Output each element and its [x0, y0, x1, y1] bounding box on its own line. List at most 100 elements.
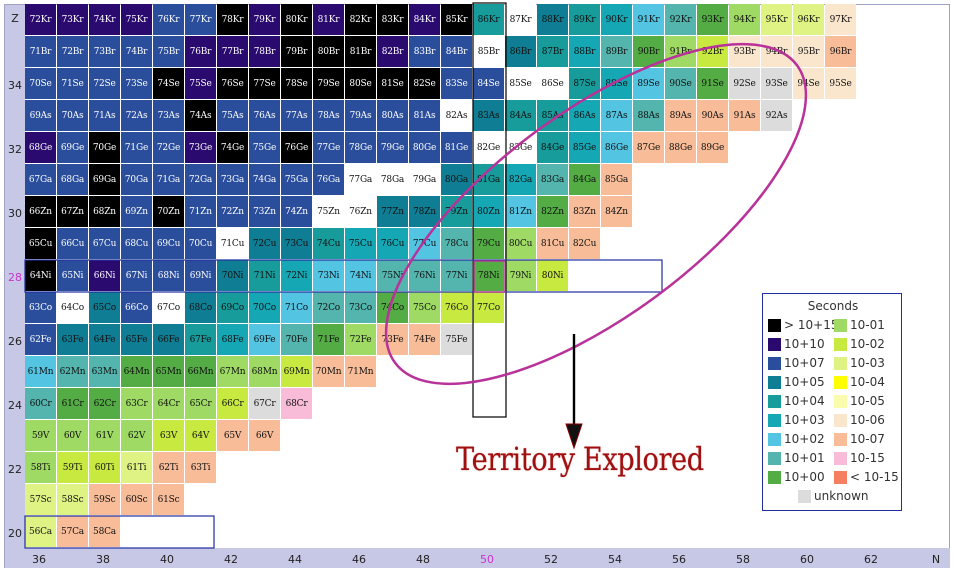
legend-label: 10-07	[850, 432, 885, 446]
nuclide-cell-82ga: 82Ga	[505, 164, 536, 195]
legend-title: Seconds	[807, 299, 859, 313]
n-tick-40: 40	[160, 553, 174, 566]
n-tick-50: 50	[480, 553, 494, 566]
legend-swatch	[768, 414, 781, 427]
nuclide-cell-61ti: 61Ti	[121, 452, 152, 483]
nuclide-cell-84se: 84Se	[473, 68, 504, 99]
nuclide-cell-67zn: 67Zn	[57, 196, 88, 227]
nuclide-cell-81kr: 81Kr	[313, 4, 344, 35]
nuclide-cell-60ti: 60Ti	[89, 452, 120, 483]
nuclide-cell-58ca: 58Ca	[89, 516, 120, 547]
nuclide-cell-82br: 82Br	[377, 36, 408, 67]
nuclide-cell-81br: 81Br	[345, 36, 376, 67]
legend-label: 10+01	[784, 451, 825, 465]
nuclide-cell-88kr: 88Kr	[537, 4, 568, 35]
legend-swatch	[834, 376, 847, 389]
nuclide-cell-85ge: 85Ge	[569, 132, 600, 163]
arrow-head	[565, 423, 583, 450]
nuclide-cell-71mn: 71Mn	[345, 356, 376, 387]
nuclide-cell-76zn: 76Zn	[345, 196, 376, 227]
legend-swatch	[834, 319, 847, 332]
nuclide-cell-71se: 71Se	[57, 68, 88, 99]
nuclide-cell-78zn: 78Zn	[409, 196, 440, 227]
nuclide-cell-70ni: 70Ni	[217, 260, 248, 291]
nuclide-cell-81ge: 81Ge	[441, 132, 472, 163]
nuclide-cell-62v: 62V	[121, 420, 152, 451]
z-tick-30: 30	[8, 207, 22, 220]
nuclide-cell-75ge: 75Ge	[249, 132, 280, 163]
n-tick-46: 46	[352, 553, 366, 566]
nuclide-cell-61cr: 61Cr	[57, 388, 88, 419]
z-tick-32: 32	[8, 143, 22, 156]
nuclide-cell-67fe: 67Fe	[185, 324, 216, 355]
nuclide-cell-93br: 93Br	[729, 36, 760, 67]
nuclide-cell-90kr: 90Kr	[601, 4, 632, 35]
nuclide-cell-83se: 83Se	[441, 68, 472, 99]
nuclide-cell-70ge: 70Ge	[89, 132, 120, 163]
nuclide-cell-76kr: 76Kr	[153, 4, 184, 35]
nuclide-cell-72ga: 72Ga	[185, 164, 216, 195]
nuclide-cell-79cu: 79Cu	[473, 228, 504, 259]
nuclide-cell-75ni: 75Ni	[377, 260, 408, 291]
nuclide-cell-90se: 90Se	[665, 68, 696, 99]
nuclide-cell-65ni: 65Ni	[57, 260, 88, 291]
nuclide-cell-71br: 71Br	[25, 36, 56, 67]
nuclide-cell-82ge: 82Ge	[473, 132, 504, 163]
nuclide-cell-76ge: 76Ge	[281, 132, 312, 163]
legend-label: < 10-15	[850, 470, 899, 484]
nuclide-cell-72co: 72Co	[313, 292, 344, 323]
nuclide-cell-65fe: 65Fe	[121, 324, 152, 355]
nuclide-cell-71ga: 71Ga	[153, 164, 184, 195]
nuclide-cell-64fe: 64Fe	[89, 324, 120, 355]
nuclide-cell-71ni: 71Ni	[249, 260, 280, 291]
nuclide-cell-67ni: 67Ni	[121, 260, 152, 291]
nuclide-cell-70ga: 70Ga	[121, 164, 152, 195]
nuclide-cell-57ca: 57Ca	[57, 516, 88, 547]
nuclide-cell-74br: 74Br	[121, 36, 152, 67]
nuclide-cell-84br: 84Br	[441, 36, 472, 67]
nuclide-cell-59sc: 59Sc	[89, 484, 120, 515]
ni78-highlight	[473, 260, 506, 293]
nuclide-cell-66fe: 66Fe	[153, 324, 184, 355]
z-tick-22: 22	[8, 463, 22, 476]
legend-swatch	[768, 338, 781, 351]
nuclide-cell-73se: 73Se	[121, 68, 152, 99]
nuclide-cell-73co: 73Co	[345, 292, 376, 323]
nuclide-cell-90as: 90As	[697, 100, 728, 131]
legend: Seconds > 10+15 10+10 10+07 10+05 10+04 …	[762, 293, 902, 511]
nuclide-cell-95br: 95Br	[793, 36, 824, 67]
nuclide-cell-79se: 79Se	[313, 68, 344, 99]
nuclide-cell-96kr: 96Kr	[793, 4, 824, 35]
legend-swatch	[834, 338, 847, 351]
nuclide-cell-80as: 80As	[377, 100, 408, 131]
nuclide-cell-66cr: 66Cr	[217, 388, 248, 419]
legend-label: 10+04	[784, 394, 825, 408]
nuclide-cell-72cu: 72Cu	[249, 228, 280, 259]
nuclide-cell-62cr: 62Cr	[89, 388, 120, 419]
n-tick-36: 36	[32, 553, 46, 566]
nuclide-cell-77ga: 77Ga	[345, 164, 376, 195]
nuclide-cell-66ni: 66Ni	[89, 260, 120, 291]
n-tick-38: 38	[96, 553, 110, 566]
nuclide-cell-77zn: 77Zn	[377, 196, 408, 227]
nuclide-cell-64cr: 64Cr	[153, 388, 184, 419]
z-tick-20: 20	[8, 527, 22, 540]
legend-label: 10-03	[850, 356, 885, 370]
nuclide-cell-74se: 74Se	[153, 68, 184, 99]
nuclide-cell-74kr: 74Kr	[89, 4, 120, 35]
nuclide-cell-65v: 65V	[217, 420, 248, 451]
legend-swatch-unknown	[798, 490, 811, 503]
nuclide-cell-87as: 87As	[601, 100, 632, 131]
nuclide-cell-66mn: 66Mn	[185, 356, 216, 387]
nuclide-cell-69co: 69Co	[217, 292, 248, 323]
nuclide-cell-93se: 93Se	[761, 68, 792, 99]
nuclide-cell-65mn: 65Mn	[153, 356, 184, 387]
legend-label: 10+00	[784, 470, 825, 484]
n-axis-title: N	[931, 553, 941, 566]
n-axis-bar	[5, 548, 950, 568]
legend-swatch	[834, 452, 847, 465]
nuclide-cell-73fe: 73Fe	[377, 324, 408, 355]
legend-label: 10-02	[850, 337, 885, 351]
legend-swatch	[768, 395, 781, 408]
nuclide-cell-73kr: 73Kr	[57, 4, 88, 35]
